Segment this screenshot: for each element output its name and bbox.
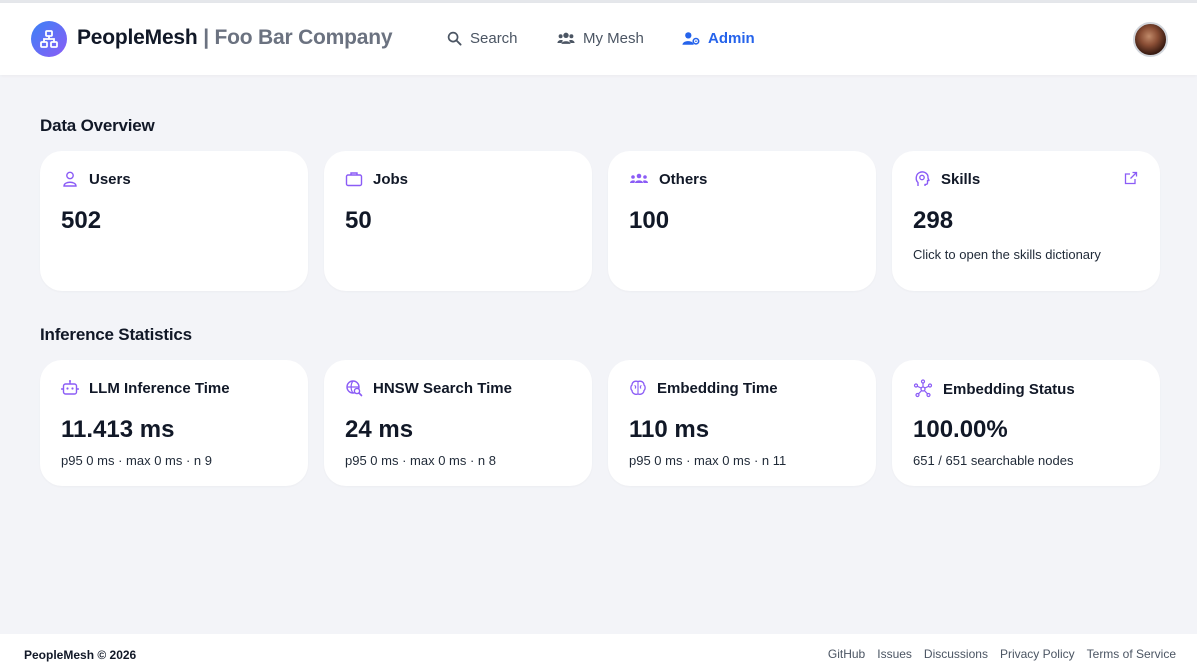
footer-link-issues[interactable]: Issues [877,647,912,661]
embedding-time-card: Embedding Time 110 ms p95 0 ms · max 0 m… [608,360,876,486]
others-card-title: Others [659,170,708,188]
users-icon [557,32,575,44]
brain-icon [630,380,646,395]
skills-card-title: Skills [941,170,981,188]
globe-search-icon [346,380,363,397]
llm-inference-stats: p95 0 ms · max 0 ms · n 9 [61,453,212,468]
others-card: Others 100 [608,151,876,291]
llm-inference-title: LLM Inference Time [89,379,230,397]
footer-link-github[interactable]: GitHub [827,647,866,661]
hnsw-search-card: HNSW Search Time 24 ms p95 0 ms · max 0 … [324,360,592,486]
nav-admin-label: Admin [708,30,755,47]
jobs-card-value: 50 [345,207,372,234]
data-overview-heading: Data Overview [40,116,155,135]
embedding-time-title: Embedding Time [657,379,778,397]
others-card-value: 100 [629,207,670,234]
window-top-border [0,0,1197,3]
app-name: PeopleMesh [77,26,198,49]
logo-icon[interactable] [31,21,67,57]
nav-my-mesh[interactable]: My Mesh [557,30,644,47]
nav-search[interactable]: Search [447,30,518,47]
search-icon [447,31,462,46]
embedding-status-nodes: 651 / 651 searchable nodes [913,453,1074,468]
brand-title[interactable]: PeopleMesh | Foo Bar Company [77,26,393,50]
briefcase-icon [345,172,363,187]
hnsw-search-value: 24 ms [345,416,414,443]
footer-link-discussions[interactable]: Discussions [923,647,988,661]
top-navbar: PeopleMesh | Foo Bar Company Search My M… [0,3,1197,75]
network-icon [913,379,933,398]
robot-icon [61,380,79,395]
users-card: Users 502 [40,151,308,291]
jobs-card: Jobs 50 [324,151,592,291]
user-avatar[interactable] [1133,22,1168,57]
embedding-time-stats: p95 0 ms · max 0 ms · n 11 [629,453,787,468]
footer-link-privacy-policy[interactable]: Privacy Policy [999,647,1075,661]
nav-admin[interactable]: Admin [682,30,755,47]
page-footer: PeopleMesh © 2026 GitHub Issues Discussi… [0,634,1197,666]
external-link-icon[interactable] [1124,171,1138,185]
llm-inference-value: 11.413 ms [61,416,175,443]
embedding-status-title: Embedding Status [943,380,1075,398]
llm-inference-card: LLM Inference Time 11.413 ms p95 0 ms · … [40,360,308,486]
user-icon [63,171,77,187]
footer-links: GitHub Issues Discussions Privacy Policy… [828,647,1176,661]
inference-statistics-heading: Inference Statistics [40,325,192,344]
group-icon [630,173,648,183]
company-name: Foo Bar Company [214,26,393,49]
jobs-card-title: Jobs [373,170,409,188]
nav-search-label: Search [470,30,518,47]
head-bulb-icon [915,171,930,186]
footer-link-terms-of-service[interactable]: Terms of Service [1086,647,1176,661]
embedding-time-value: 110 ms [629,416,710,443]
user-gear-icon [682,32,700,45]
embedding-status-value: 100.00% [913,416,1008,443]
brand-separator: | [203,26,209,49]
hnsw-search-stats: p95 0 ms · max 0 ms · n 8 [345,453,496,468]
embedding-status-card: Embedding Status 100.00% 651 / 651 searc… [892,360,1160,486]
footer-copyright: PeopleMesh © 2026 [24,648,137,662]
skills-card-subtext: Click to open the skills dictionary [913,247,1101,262]
hnsw-search-title: HNSW Search Time [373,379,512,397]
skills-card[interactable]: Skills 298 Click to open the skills dict… [892,151,1160,291]
nav-my-mesh-label: My Mesh [583,30,644,47]
skills-card-value: 298 [913,207,954,234]
users-card-title: Users [89,170,131,188]
users-card-value: 502 [61,207,102,234]
